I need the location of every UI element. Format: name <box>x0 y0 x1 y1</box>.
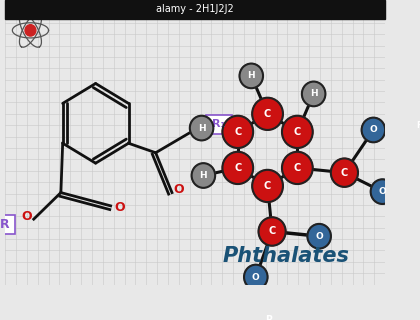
FancyBboxPatch shape <box>206 115 232 134</box>
Text: O: O <box>252 273 260 282</box>
Circle shape <box>362 118 385 142</box>
Text: C: C <box>294 163 301 173</box>
Bar <box>5 0 385 19</box>
Text: R: R <box>265 315 272 320</box>
Text: H: H <box>247 71 255 80</box>
Text: R: R <box>0 218 10 231</box>
Text: C: C <box>264 181 271 191</box>
Text: H: H <box>198 124 205 132</box>
Circle shape <box>407 111 420 140</box>
Circle shape <box>252 170 283 202</box>
Circle shape <box>244 265 268 289</box>
Text: C: C <box>264 109 271 119</box>
Text: H: H <box>310 89 318 99</box>
Text: C: C <box>268 227 276 236</box>
Circle shape <box>239 64 263 88</box>
Text: R₁: R₁ <box>416 121 420 130</box>
Circle shape <box>259 217 286 246</box>
FancyBboxPatch shape <box>0 215 15 234</box>
Text: C: C <box>234 163 241 173</box>
Text: O: O <box>174 183 184 196</box>
Text: H: H <box>200 171 207 180</box>
Circle shape <box>252 98 283 130</box>
Circle shape <box>223 152 253 184</box>
Circle shape <box>25 25 36 36</box>
Circle shape <box>282 116 313 148</box>
Circle shape <box>255 306 282 320</box>
Circle shape <box>190 116 213 140</box>
Text: O: O <box>370 125 377 134</box>
Circle shape <box>331 158 358 187</box>
Text: O: O <box>21 210 32 223</box>
Text: O: O <box>378 187 386 196</box>
Circle shape <box>371 179 394 204</box>
Text: alamy - 2H1J2J2: alamy - 2H1J2J2 <box>156 4 234 14</box>
Circle shape <box>223 116 253 148</box>
Text: O: O <box>315 232 323 241</box>
Text: O: O <box>189 122 199 135</box>
Text: Phthalates: Phthalates <box>222 246 349 266</box>
Text: C: C <box>341 168 348 178</box>
Text: C: C <box>294 127 301 137</box>
Text: R₁: R₁ <box>213 119 226 129</box>
Text: C: C <box>234 127 241 137</box>
Circle shape <box>302 82 326 106</box>
Text: O: O <box>114 201 125 214</box>
Circle shape <box>282 152 313 184</box>
Circle shape <box>307 224 331 249</box>
Circle shape <box>192 163 215 188</box>
